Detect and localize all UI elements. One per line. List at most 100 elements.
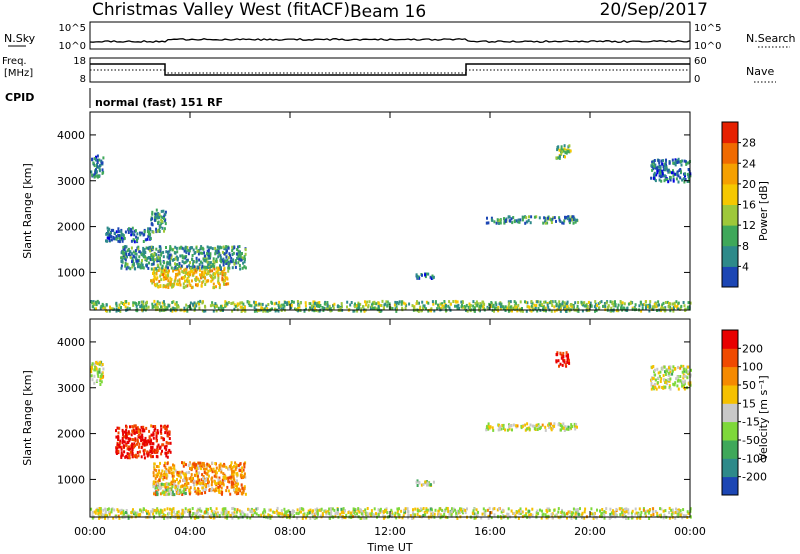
power-cell — [173, 307, 176, 311]
power-cell — [318, 301, 321, 304]
power-cell — [650, 164, 653, 168]
velocity-cell — [423, 510, 426, 514]
power-cell — [589, 301, 592, 305]
velocity-cell — [146, 454, 149, 458]
velocity-cell — [560, 353, 563, 357]
velocity-cell — [131, 425, 134, 429]
power-cell — [149, 227, 152, 231]
power-cell — [469, 306, 471, 310]
power-cell — [147, 232, 150, 236]
velocity-cell — [403, 508, 406, 512]
power-cell — [262, 309, 265, 313]
power-cell — [664, 301, 667, 304]
velocity-cell — [531, 513, 534, 517]
velocity-cell — [95, 360, 98, 364]
power-cell — [128, 307, 131, 311]
power-cell — [182, 247, 185, 251]
power-cell — [230, 256, 233, 260]
power-cell — [607, 304, 610, 308]
velocity-cell — [172, 471, 175, 475]
velocity-cell — [396, 511, 399, 515]
power-cell — [430, 309, 433, 313]
power-cell — [534, 307, 537, 311]
power-cell — [135, 256, 138, 260]
velocity-cell — [377, 513, 380, 517]
velocity-cell — [447, 510, 450, 514]
velocity-cell — [361, 512, 364, 516]
velocity-cell — [525, 427, 528, 431]
power-cell — [562, 221, 565, 225]
power-cell — [146, 256, 149, 260]
freq-label-2: [MHz] — [4, 68, 33, 79]
velocity-cell — [276, 512, 279, 516]
velocity-cell — [669, 387, 672, 391]
velocity-cell — [275, 509, 278, 513]
power-cell — [686, 161, 689, 165]
velocity-cell — [164, 486, 167, 489]
velocity-cell — [627, 516, 630, 520]
power-cell — [200, 266, 203, 270]
velocity-cell — [207, 469, 210, 473]
velocity-cell — [574, 512, 577, 516]
velocity-cell — [551, 512, 554, 516]
velocity-cell — [682, 364, 685, 368]
velocity-cell — [143, 441, 146, 445]
velocity-cell — [230, 485, 233, 489]
power-cell — [138, 265, 141, 269]
velocity-cell — [162, 483, 165, 486]
power-cell — [494, 306, 496, 310]
velocity-cell — [661, 367, 664, 371]
power-cell — [175, 301, 178, 305]
power-cell — [195, 246, 198, 250]
power-cell — [177, 283, 180, 287]
power-cell — [173, 279, 176, 283]
power-cell — [356, 309, 359, 313]
velocity-cell — [235, 490, 238, 494]
power-cell — [359, 302, 362, 306]
power-cell — [215, 270, 218, 274]
velocity-cell — [414, 507, 417, 511]
power-cell — [525, 309, 528, 313]
power-cell — [357, 303, 360, 307]
power-cell — [153, 254, 156, 257]
velocity-cell — [146, 450, 149, 454]
power-cell — [662, 301, 665, 305]
power-cell — [664, 164, 667, 168]
power-cell — [195, 283, 197, 287]
power-cell — [525, 216, 528, 220]
velocity-cell — [92, 362, 95, 366]
power-cell — [674, 172, 677, 176]
power-cell — [557, 145, 560, 149]
power-cell — [192, 303, 195, 307]
velocity-cell — [315, 516, 318, 520]
power-cell — [117, 227, 120, 231]
velocity-cell — [230, 469, 233, 473]
velocity-cell — [300, 510, 302, 514]
power-cell — [139, 263, 142, 267]
velocity-cell — [177, 491, 180, 495]
velocity-cell — [238, 509, 241, 513]
power-cell — [464, 305, 467, 309]
power-cell — [390, 306, 393, 310]
power-cell — [683, 159, 686, 163]
power-cell — [191, 265, 194, 269]
velocity-cell — [510, 424, 513, 428]
velocity-cell — [609, 507, 612, 511]
velocity-cell — [124, 511, 127, 514]
velocity-cell — [149, 442, 152, 446]
velocity-cell — [264, 510, 267, 514]
velocity-cell — [539, 425, 542, 429]
velocity-cell — [91, 514, 94, 518]
power-cell — [533, 215, 536, 219]
power-cell — [613, 303, 616, 306]
velocity-cell — [204, 491, 207, 495]
velocity-cell — [593, 511, 596, 515]
power-cell — [606, 305, 609, 309]
velocity-cell — [605, 507, 608, 511]
velocity-cell — [118, 443, 120, 447]
power-cell — [165, 246, 167, 249]
power-cell — [217, 273, 220, 277]
velocity-cell — [194, 473, 196, 477]
power-cell — [119, 309, 122, 313]
power-cell — [142, 251, 145, 255]
